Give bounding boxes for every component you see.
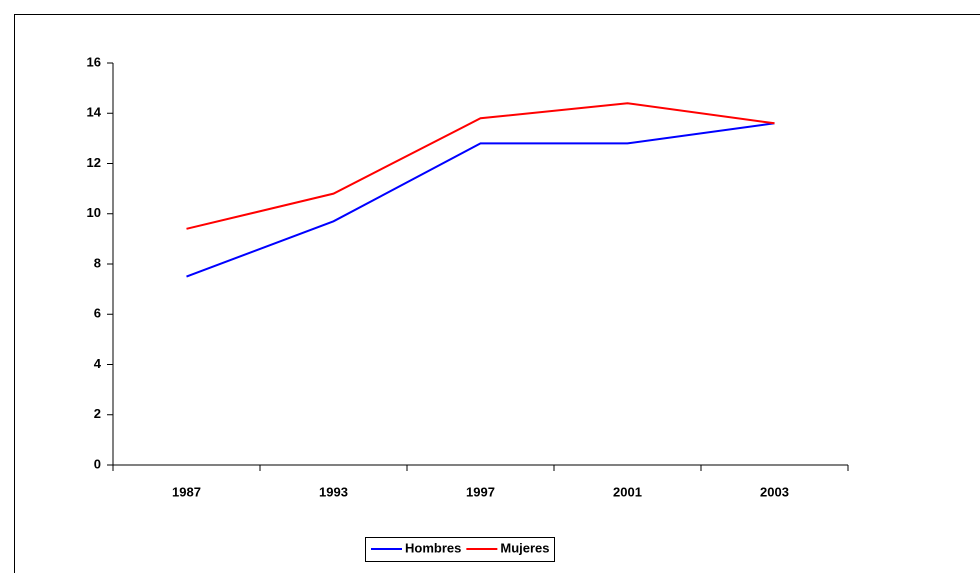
chart-frame <box>14 14 980 573</box>
y-tick-label: 4 <box>94 356 102 371</box>
y-tick-label: 0 <box>94 456 101 471</box>
series-line <box>186 102 775 230</box>
x-tick-label: 2001 <box>613 484 642 499</box>
y-tick-label: 10 <box>87 205 101 220</box>
x-tick-label: 1993 <box>319 484 348 499</box>
y-tick-label: 14 <box>87 105 102 120</box>
y-tick-label: 16 <box>87 54 101 69</box>
legend-label: Mujeres <box>500 540 549 555</box>
y-tick-label: 2 <box>94 406 101 421</box>
x-tick-label: 2003 <box>760 484 789 499</box>
x-tick-label: 1997 <box>466 484 495 499</box>
series-line <box>186 122 775 278</box>
y-tick-label: 12 <box>87 155 101 170</box>
legend-label: Hombres <box>405 540 461 555</box>
y-tick-label: 8 <box>94 255 101 270</box>
x-tick-label: 1987 <box>172 484 201 499</box>
y-tick-label: 6 <box>94 306 101 321</box>
